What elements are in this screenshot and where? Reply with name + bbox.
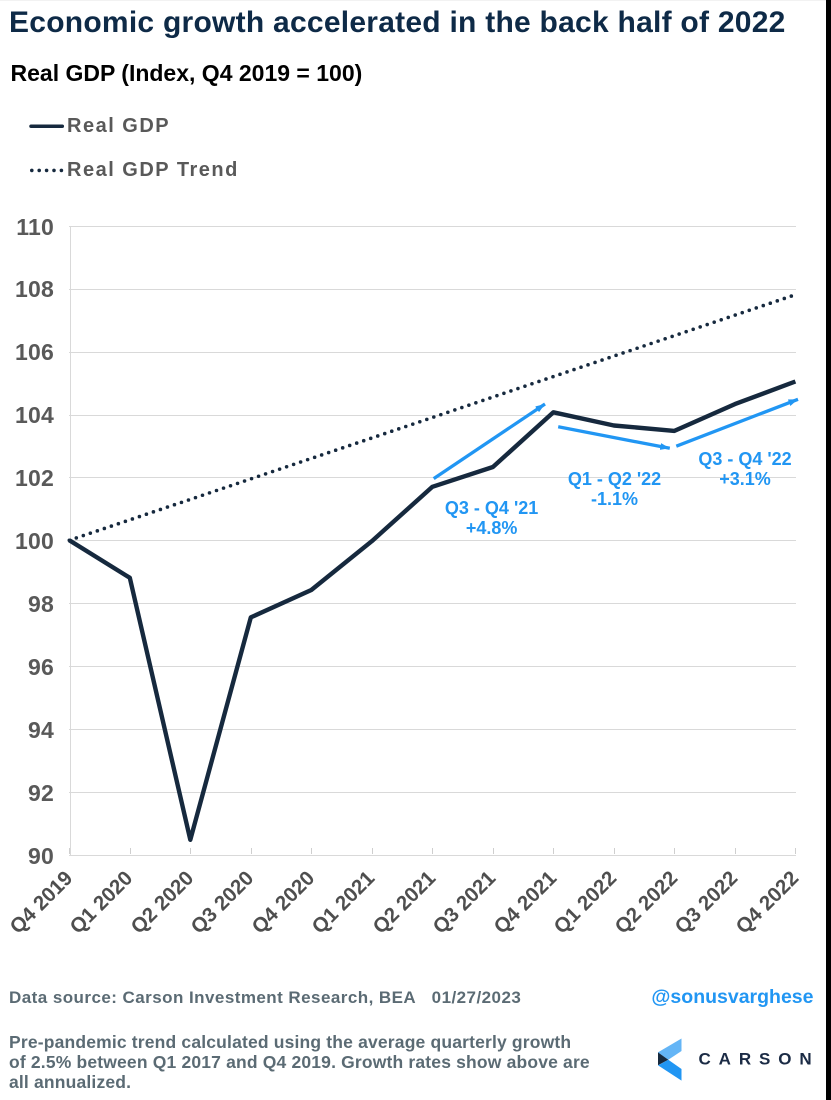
svg-text:CARSON: CARSON (699, 1050, 820, 1069)
